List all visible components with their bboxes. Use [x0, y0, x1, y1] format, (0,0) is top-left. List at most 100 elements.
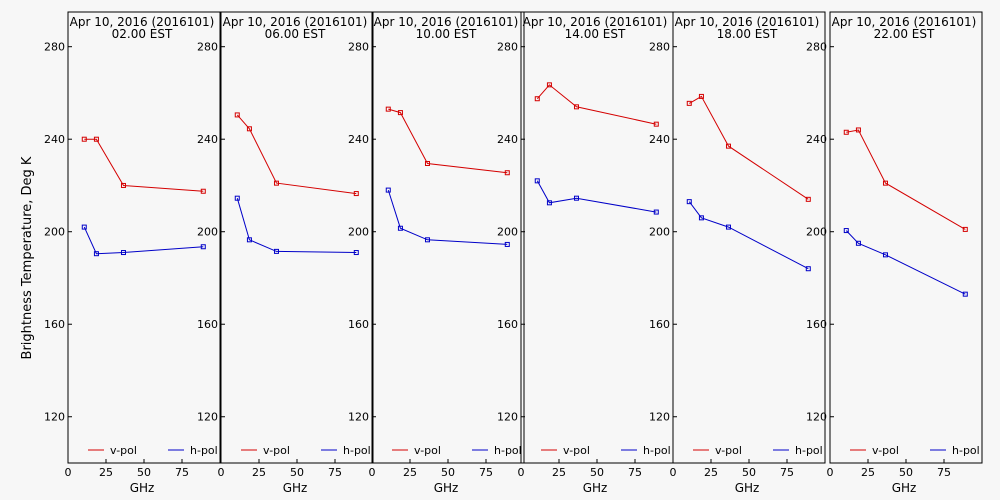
- data-point-v-pol: [882, 180, 888, 186]
- panel-title: Apr 10, 2016 (2016101): [223, 15, 368, 29]
- data-point-h-pol: [81, 224, 87, 230]
- chart-panels: Apr 10, 2016 (2016101) 02.00 EST 120 160 200…: [44, 11, 983, 495]
- y-tick-label: 160: [44, 318, 65, 331]
- x-tick-label: 50: [590, 466, 604, 479]
- y-tick-label: 160: [649, 318, 670, 331]
- y-tick-label: 120: [197, 411, 218, 424]
- data-point-v-pol: [93, 136, 99, 142]
- legend-label-v-pol: v-pol: [872, 444, 899, 457]
- data-point-h-pol: [546, 200, 552, 206]
- x-tick-label: 50: [290, 466, 304, 479]
- y-tick-label: 160: [497, 318, 518, 331]
- data-point-v-pol: [686, 100, 692, 106]
- y-tick-label: 200: [197, 226, 218, 239]
- x-axis-label: GHz: [892, 481, 917, 495]
- y-tick-label: 240: [649, 133, 670, 146]
- x-tick-label: 75: [780, 466, 794, 479]
- legend-label-h-pol: h-pol: [494, 444, 522, 457]
- y-tick-label: 280: [497, 41, 518, 54]
- y-tick-label: 120: [806, 411, 827, 424]
- legend-label-h-pol: h-pol: [643, 444, 671, 457]
- x-tick-label: 25: [403, 466, 417, 479]
- data-point-h-pol: [686, 199, 692, 205]
- x-axis-label: GHz: [283, 481, 308, 495]
- data-point-v-pol: [843, 129, 849, 135]
- data-point-v-pol: [120, 182, 126, 188]
- data-point-h-pol: [843, 228, 849, 234]
- y-tick-label: 280: [44, 41, 65, 54]
- data-point-v-pol: [546, 82, 552, 88]
- x-tick-label: 75: [937, 466, 951, 479]
- data-point-h-pol: [234, 195, 240, 201]
- data-point-v-pol: [246, 126, 252, 132]
- data-point-v-pol: [504, 170, 510, 176]
- legend-label-h-pol: h-pol: [343, 444, 371, 457]
- panel-1: Apr 10, 2016 (2016101)02.00 EST 120 160 200…: [44, 11, 221, 495]
- panel-3: Apr 10, 2016 (2016101)10.00 EST 120 160 200…: [348, 11, 525, 495]
- y-tick-label: 160: [197, 318, 218, 331]
- data-point-v-pol: [698, 93, 704, 99]
- data-point-v-pol: [855, 127, 861, 133]
- panel-subtitle: 10.00 EST: [416, 27, 477, 41]
- data-point-v-pol: [273, 180, 279, 186]
- series-line-v-pol: [236, 114, 357, 195]
- panel-subtitle: 06.00 EST: [265, 27, 326, 41]
- data-point-h-pol: [855, 240, 861, 246]
- data-point-v-pol: [725, 143, 731, 149]
- legend-label-v-pol: v-pol: [110, 444, 137, 457]
- panel-title: Apr 10, 2016 (2016101): [374, 15, 519, 29]
- series-line-h-pol: [536, 180, 657, 213]
- data-point-h-pol: [573, 195, 579, 201]
- data-point-v-pol: [81, 136, 87, 142]
- panel-title: Apr 10, 2016 (2016101): [675, 15, 820, 29]
- legend-label-h-pol: h-pol: [190, 444, 218, 457]
- data-point-v-pol: [234, 112, 240, 118]
- x-tick-label: 25: [252, 466, 266, 479]
- data-point-v-pol: [805, 196, 811, 202]
- x-tick-label: 50: [137, 466, 151, 479]
- data-point-h-pol: [725, 224, 731, 230]
- x-axis-label: GHz: [583, 481, 608, 495]
- panel-subtitle: 02.00 EST: [112, 27, 173, 41]
- data-point-h-pol: [962, 291, 968, 297]
- x-tick-label: 25: [704, 466, 718, 479]
- data-point-h-pol: [504, 241, 510, 247]
- data-point-v-pol: [200, 188, 206, 194]
- y-tick-label: 240: [44, 133, 65, 146]
- data-point-h-pol: [424, 237, 430, 243]
- x-tick-label: 0: [827, 466, 834, 479]
- data-point-h-pol: [273, 248, 279, 254]
- x-axis-label: GHz: [130, 481, 155, 495]
- panel-2: Apr 10, 2016 (2016101)06.00 EST 120 160 200…: [197, 11, 374, 495]
- y-tick-label: 280: [197, 41, 218, 54]
- y-tick-label: 280: [806, 41, 827, 54]
- legend-label-v-pol: v-pol: [563, 444, 590, 457]
- y-tick-label: 200: [497, 226, 518, 239]
- x-axis-label: GHz: [735, 481, 760, 495]
- x-tick-label: 0: [518, 466, 525, 479]
- panel-5: Apr 10, 2016 (2016101)18.00 EST 120 160 200…: [649, 11, 826, 495]
- series-line-h-pol: [387, 189, 508, 245]
- y-tick-label: 120: [348, 411, 369, 424]
- x-tick-label: 0: [670, 466, 677, 479]
- y-tick-label: 280: [649, 41, 670, 54]
- data-point-h-pol: [698, 215, 704, 221]
- series-line-v-pol: [689, 95, 809, 200]
- data-point-v-pol: [385, 106, 391, 112]
- y-tick-label: 160: [348, 318, 369, 331]
- x-tick-label: 75: [479, 466, 493, 479]
- series-line-h-pol: [83, 226, 204, 255]
- data-point-v-pol: [573, 104, 579, 110]
- series-line-v-pol: [536, 84, 657, 125]
- y-tick-label: 240: [348, 133, 369, 146]
- x-tick-label: 25: [861, 466, 875, 479]
- panel-4: Apr 10, 2016 (2016101)14.00 EST 120 160 200…: [497, 11, 674, 495]
- y-tick-label: 240: [497, 133, 518, 146]
- y-tick-label: 120: [649, 411, 670, 424]
- legend-label-v-pol: v-pol: [414, 444, 441, 457]
- x-tick-label: 50: [899, 466, 913, 479]
- legend-label-h-pol: h-pol: [952, 444, 980, 457]
- y-tick-label: 120: [497, 411, 518, 424]
- data-point-h-pol: [200, 244, 206, 250]
